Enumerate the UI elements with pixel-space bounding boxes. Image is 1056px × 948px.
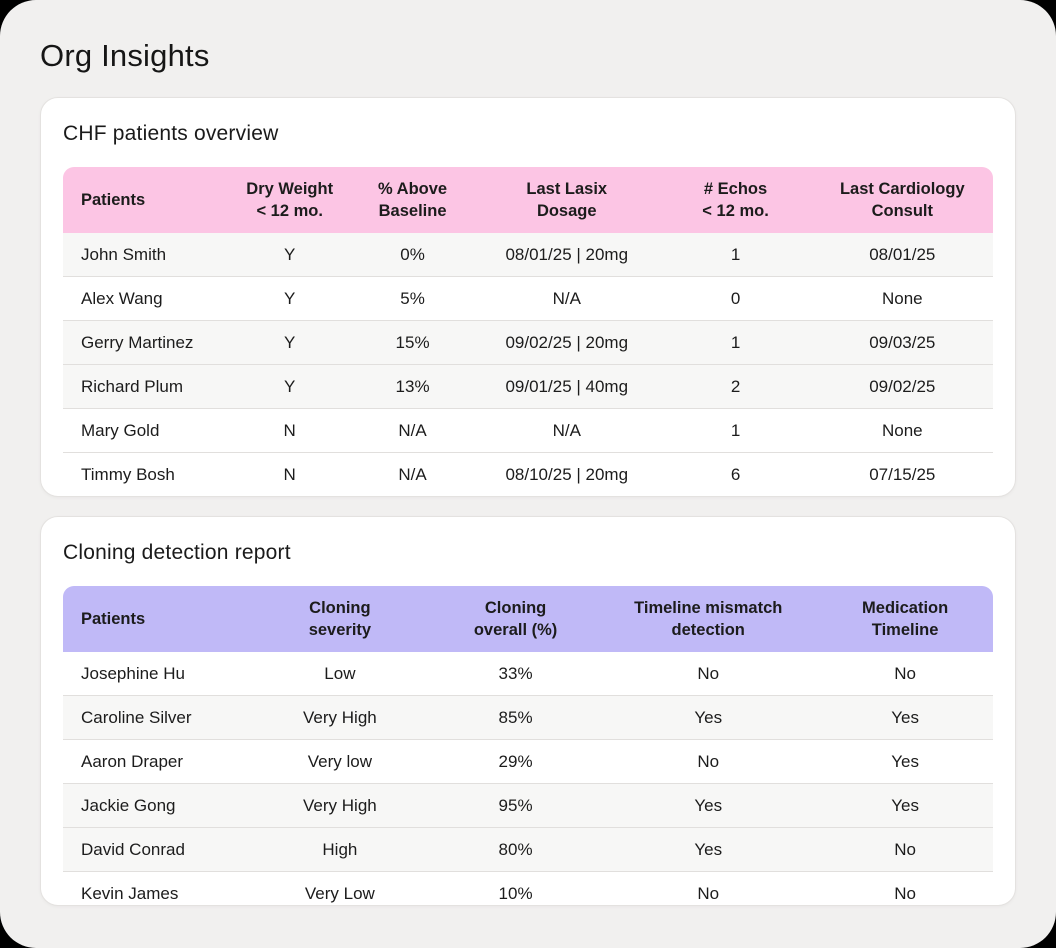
column-header: Cloning overall (%)	[431, 586, 600, 652]
table-row: Mary Gold N N/A N/A 1 None	[63, 409, 993, 453]
table-cell: 07/15/25	[811, 453, 993, 496]
table-cell: 2	[659, 365, 812, 409]
table-cell: 09/02/25 | 20mg	[474, 321, 660, 365]
column-header: Patients	[63, 586, 248, 652]
table-cell: Very Low	[247, 872, 432, 905]
table-row: Caroline Silver Very High 85% Yes Yes	[63, 696, 993, 740]
column-header: Last Cardiology Consult	[811, 167, 993, 233]
table-cell: 1	[659, 321, 812, 365]
page-title: Org Insights	[40, 38, 210, 73]
table-cell: 1	[659, 233, 812, 277]
table-row: Richard Plum Y 13% 09/01/25 | 40mg 2 09/02/25	[63, 365, 993, 409]
table-row: Kevin James Very Low 10% No No	[63, 872, 993, 905]
table-cell: N/A	[474, 409, 660, 453]
table-cell: Y	[228, 321, 352, 365]
table-cell: None	[811, 277, 993, 321]
table-cell: High	[247, 828, 432, 872]
table-cell: N	[228, 453, 352, 496]
table-cell: 15%	[351, 321, 474, 365]
table-cell: Gerry Martinez	[63, 321, 229, 365]
table-cell: 95%	[431, 784, 600, 828]
table-cell: N	[228, 409, 352, 453]
cloning-report-card-title: Cloning detection report	[63, 541, 291, 564]
column-header: Patients	[63, 167, 229, 233]
table-cell: 33%	[431, 652, 600, 696]
table-cell: No	[817, 828, 993, 872]
table-row: Gerry Martinez Y 15% 09/02/25 | 20mg 1 09/03/…	[63, 321, 993, 365]
table-cell: Low	[247, 652, 432, 696]
table-row: Alex Wang Y 5% N/A 0 None	[63, 277, 993, 321]
table-cell: Yes	[599, 784, 818, 828]
table-cell: 1	[659, 409, 812, 453]
table-row: Josephine Hu Low 33% No No	[63, 652, 993, 696]
table-cell: No	[599, 872, 818, 905]
chf-patients-card-title: CHF patients overview	[63, 122, 279, 145]
column-header: Timeline mismatch detection	[599, 586, 818, 652]
header-row: Patients Cloning severity Cloning overall …	[63, 586, 993, 652]
table-cell: Aaron Draper	[63, 740, 248, 784]
table-cell: Kevin James	[63, 872, 248, 905]
table-row: Aaron Draper Very low 29% No Yes	[63, 740, 993, 784]
cloning-detection-table: Patients Cloning severity Cloning overall …	[63, 586, 993, 905]
table-cell: 85%	[431, 696, 600, 740]
table-cell: Mary Gold	[63, 409, 229, 453]
table-cell: Yes	[817, 740, 993, 784]
column-header: Cloning severity	[247, 586, 432, 652]
table-cell: 09/03/25	[811, 321, 993, 365]
table-cell: 80%	[431, 828, 600, 872]
table-cell: Very High	[247, 696, 432, 740]
table-row: David Conrad High 80% Yes No	[63, 828, 993, 872]
table-cell: 0	[659, 277, 812, 321]
table-cell: Yes	[817, 696, 993, 740]
table-cell: Caroline Silver	[63, 696, 248, 740]
table-cell: No	[817, 652, 993, 696]
table-cell: 08/01/25 | 20mg	[474, 233, 660, 277]
table-cell: 13%	[351, 365, 474, 409]
cloning-report-card: Cloning detection report Patients Cloning…	[40, 516, 1016, 906]
table-cell: Yes	[599, 696, 818, 740]
table-cell: Josephine Hu	[63, 652, 248, 696]
table-cell: No	[599, 740, 818, 784]
table-cell: Y	[228, 365, 352, 409]
column-header: Dry Weight < 12 mo.	[228, 167, 352, 233]
table-cell: Y	[228, 233, 352, 277]
column-header: # Echos < 12 mo.	[659, 167, 812, 233]
table-row: Jackie Gong Very High 95% Yes Yes	[63, 784, 993, 828]
table-cell: N/A	[351, 453, 474, 496]
table-cell: Y	[228, 277, 352, 321]
column-header: Medication Timeline	[817, 586, 993, 652]
chf-patients-card: CHF patients overview Patients Dry Weight…	[40, 97, 1016, 497]
table-cell: 29%	[431, 740, 600, 784]
table-cell: 5%	[351, 277, 474, 321]
table-cell: 09/02/25	[811, 365, 993, 409]
table-cell: Very low	[247, 740, 432, 784]
table-cell: Very High	[247, 784, 432, 828]
table-cell: John Smith	[63, 233, 229, 277]
table-cell: 10%	[431, 872, 600, 905]
table-cell: Alex Wang	[63, 277, 229, 321]
table-cell: 0%	[351, 233, 474, 277]
table-cell: 09/01/25 | 40mg	[474, 365, 660, 409]
table-cell: Richard Plum	[63, 365, 229, 409]
column-header: Last Lasix Dosage	[474, 167, 660, 233]
chf-patients-table: Patients Dry Weight < 12 mo.% Above Basel…	[63, 167, 993, 496]
table-cell: 08/10/25 | 20mg	[474, 453, 660, 496]
table-cell: N/A	[351, 409, 474, 453]
table-row: John Smith Y 0% 08/01/25 | 20mg 1 08/01/25	[63, 233, 993, 277]
table-cell: David Conrad	[63, 828, 248, 872]
table-row: Timmy Bosh N N/A 08/10/25 | 20mg 6 07/15/25	[63, 453, 993, 496]
table-cell: Yes	[599, 828, 818, 872]
table-cell: Yes	[817, 784, 993, 828]
table-cell: N/A	[474, 277, 660, 321]
table-cell: No	[599, 652, 818, 696]
table-cell: Timmy Bosh	[63, 453, 229, 496]
column-header: % Above Baseline	[351, 167, 474, 233]
table-cell: None	[811, 409, 993, 453]
table-cell: 6	[659, 453, 812, 496]
table-cell: 08/01/25	[811, 233, 993, 277]
table-cell: No	[817, 872, 993, 905]
table-cell: Jackie Gong	[63, 784, 248, 828]
header-row: Patients Dry Weight < 12 mo.% Above Basel…	[63, 167, 993, 233]
